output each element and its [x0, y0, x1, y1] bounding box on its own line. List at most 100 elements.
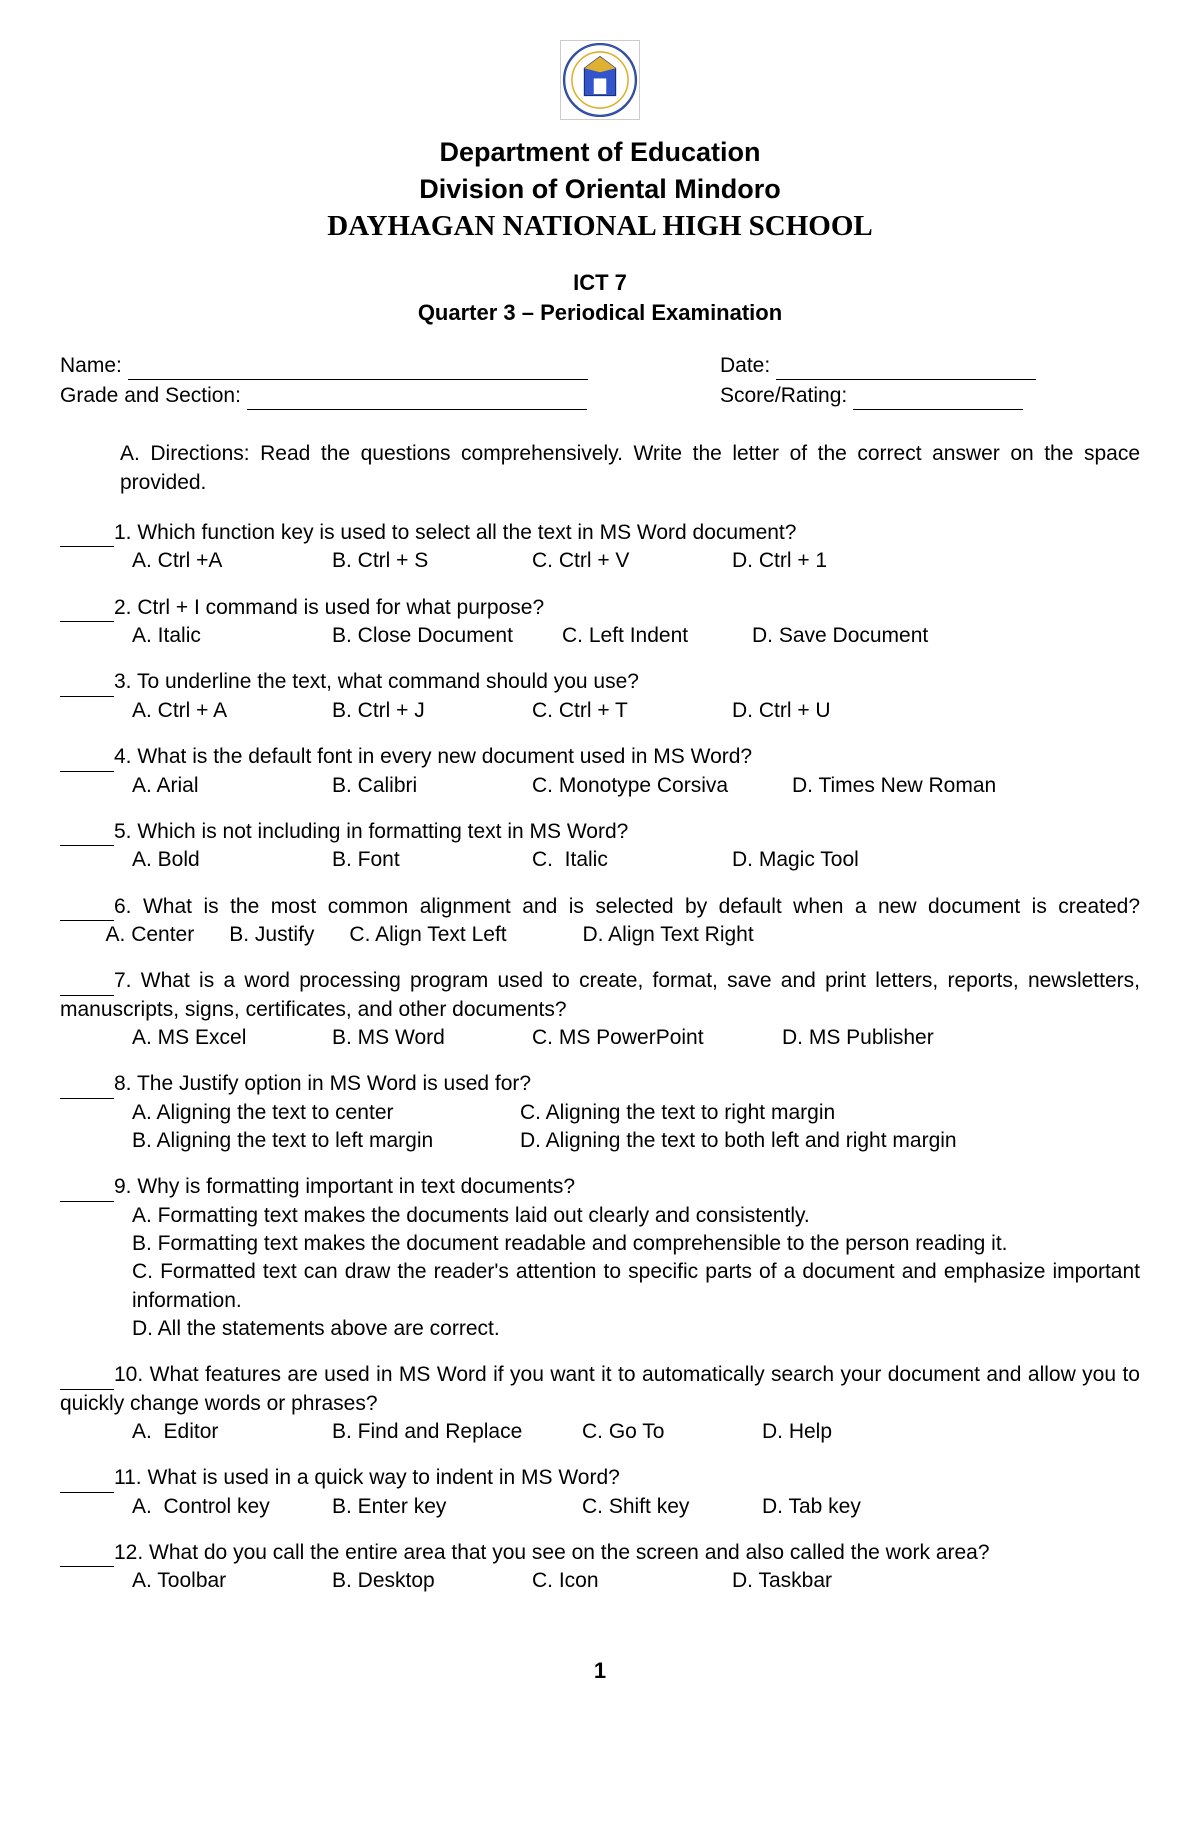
q7-opt-a: A. MS Excel	[132, 1024, 332, 1052]
q7-opt-d: D. MS Publisher	[782, 1024, 934, 1052]
q5-opt-d: D. Magic Tool	[732, 846, 859, 874]
q10-stem: 10. What features are used in MS Word if…	[60, 1363, 1140, 1414]
q4-opt-a: A. Arial	[132, 772, 332, 800]
q11-opt-d: D. Tab key	[762, 1493, 861, 1521]
q2-opt-a: A. Italic	[132, 622, 332, 650]
q10-opt-d: D. Help	[762, 1418, 832, 1446]
q5-stem: 5. Which is not including in formatting …	[114, 820, 628, 843]
document-header: Department of Education Division of Orie…	[60, 134, 1140, 327]
q2-opt-c: C. Left Indent	[562, 622, 752, 650]
answer-blank-8[interactable]	[60, 1077, 114, 1099]
q8-opt-c: C. Aligning the text to right margin	[520, 1099, 1140, 1127]
exam-title-line: Quarter 3 – Periodical Examination	[60, 298, 1140, 328]
directions-label: A. Directions:	[120, 442, 250, 465]
q4-opt-c: C. Monotype Corsiva	[532, 772, 792, 800]
q8-stem: 8. The Justify option in MS Word is used…	[114, 1072, 531, 1095]
school-line: DAYHAGAN NATIONAL HIGH SCHOOL	[60, 207, 1140, 246]
q9-opt-a: A. Formatting text makes the documents l…	[132, 1202, 1140, 1230]
q5-opt-c: C. Italic	[532, 846, 732, 874]
q9-opt-d: D. All the statements above are correct.	[132, 1315, 1140, 1343]
q9-opt-b: B. Formatting text makes the document re…	[132, 1230, 1140, 1258]
q6-inline-options: A. Center B. Justify C. Align Text Left …	[60, 923, 754, 946]
q10-opt-b: B. Find and Replace	[332, 1418, 582, 1446]
q3-opt-a: A. Ctrl + A	[132, 697, 332, 725]
grade-section-blank[interactable]	[247, 387, 587, 410]
student-info-row-1: Name: Date:	[60, 352, 1140, 380]
answer-blank-3[interactable]	[60, 675, 114, 697]
q1-opt-b: B. Ctrl + S	[332, 547, 532, 575]
answer-blank-1[interactable]	[60, 525, 114, 547]
q5-opt-a: A. Bold	[132, 846, 332, 874]
q1-opt-d: D. Ctrl + 1	[732, 547, 827, 575]
question-6: 6. What is the most common alignment and…	[60, 893, 1140, 950]
answer-blank-12[interactable]	[60, 1545, 114, 1567]
logo-container	[60, 40, 1140, 128]
q12-opt-b: B. Desktop	[332, 1567, 532, 1595]
section-a-directions: A. Directions: Read the questions compre…	[120, 440, 1140, 497]
question-5: 5. Which is not including in formatting …	[60, 818, 1140, 875]
answer-blank-11[interactable]	[60, 1471, 114, 1493]
q4-opt-d: D. Times New Roman	[792, 772, 996, 800]
student-info-row-2: Grade and Section: Score/Rating:	[60, 382, 1140, 410]
answer-blank-5[interactable]	[60, 824, 114, 846]
question-8: 8. The Justify option in MS Word is used…	[60, 1070, 1140, 1155]
question-1: 1. Which function key is used to select …	[60, 519, 1140, 576]
q12-stem: 12. What do you call the entire area tha…	[114, 1541, 990, 1564]
question-3: 3. To underline the text, what command s…	[60, 668, 1140, 725]
subject-line: ICT 7	[60, 268, 1140, 298]
q4-opt-b: B. Calibri	[332, 772, 532, 800]
score-blank[interactable]	[853, 387, 1023, 410]
q4-stem: 4. What is the default font in every new…	[114, 745, 752, 768]
score-label: Score/Rating:	[720, 384, 847, 407]
question-12: 12. What do you call the entire area tha…	[60, 1539, 1140, 1596]
q9-opt-c: C. Formatted text can draw the reader's …	[132, 1258, 1140, 1315]
answer-blank-2[interactable]	[60, 600, 114, 622]
department-line: Department of Education	[60, 134, 1140, 170]
deped-seal-icon	[560, 40, 640, 120]
q11-stem: 11. What is used in a quick way to inden…	[114, 1466, 620, 1489]
answer-blank-9[interactable]	[60, 1180, 114, 1202]
question-10: 10. What features are used in MS Word if…	[60, 1361, 1140, 1446]
page-number: 1	[60, 1656, 1140, 1686]
q12-opt-c: C. Icon	[532, 1567, 732, 1595]
question-2: 2. Ctrl + I command is used for what pur…	[60, 594, 1140, 651]
q1-stem: 1. Which function key is used to select …	[114, 521, 796, 544]
q12-opt-a: A. Toolbar	[132, 1567, 332, 1595]
q8-opt-d: D. Aligning the text to both left and ri…	[520, 1127, 1140, 1155]
q5-opt-b: B. Font	[332, 846, 532, 874]
q3-opt-d: D. Ctrl + U	[732, 697, 831, 725]
q8-opt-b: B. Aligning the text to left margin	[132, 1127, 512, 1155]
answer-blank-7[interactable]	[60, 974, 114, 996]
questions-section: 1. Which function key is used to select …	[60, 519, 1140, 1596]
q11-opt-b: B. Enter key	[332, 1493, 582, 1521]
answer-blank-4[interactable]	[60, 749, 114, 771]
question-4: 4. What is the default font in every new…	[60, 743, 1140, 800]
name-blank[interactable]	[128, 357, 588, 380]
q7-stem: 7. What is a word processing program use…	[60, 969, 1140, 1020]
q3-stem: 3. To underline the text, what command s…	[114, 670, 639, 693]
q2-opt-b: B. Close Document	[332, 622, 562, 650]
q7-opt-b: B. MS Word	[332, 1024, 532, 1052]
q7-opt-c: C. MS PowerPoint	[532, 1024, 782, 1052]
question-7: 7. What is a word processing program use…	[60, 967, 1140, 1052]
answer-blank-10[interactable]	[60, 1368, 114, 1390]
question-11: 11. What is used in a quick way to inden…	[60, 1464, 1140, 1521]
question-9: 9. Why is formatting important in text d…	[60, 1173, 1140, 1343]
q8-opt-a: A. Aligning the text to center	[132, 1099, 512, 1127]
q2-stem: 2. Ctrl + I command is used for what pur…	[114, 596, 544, 619]
q12-opt-d: D. Taskbar	[732, 1567, 832, 1595]
q10-opt-c: C. Go To	[582, 1418, 762, 1446]
q11-opt-a: A. Control key	[132, 1493, 332, 1521]
q9-stem: 9. Why is formatting important in text d…	[114, 1175, 575, 1198]
q6-stem: 6. What is the most common alignment and…	[114, 895, 1140, 918]
date-blank[interactable]	[776, 357, 1036, 380]
date-label: Date:	[720, 354, 770, 377]
division-line: Division of Oriental Mindoro	[60, 171, 1140, 207]
grade-section-label: Grade and Section:	[60, 384, 241, 407]
q2-opt-d: D. Save Document	[752, 622, 928, 650]
answer-blank-6[interactable]	[60, 899, 114, 921]
name-label: Name:	[60, 354, 122, 377]
q1-opt-c: C. Ctrl + V	[532, 547, 732, 575]
q10-opt-a: A. Editor	[132, 1418, 332, 1446]
directions-text: Read the questions comprehensively. Writ…	[120, 442, 1140, 493]
